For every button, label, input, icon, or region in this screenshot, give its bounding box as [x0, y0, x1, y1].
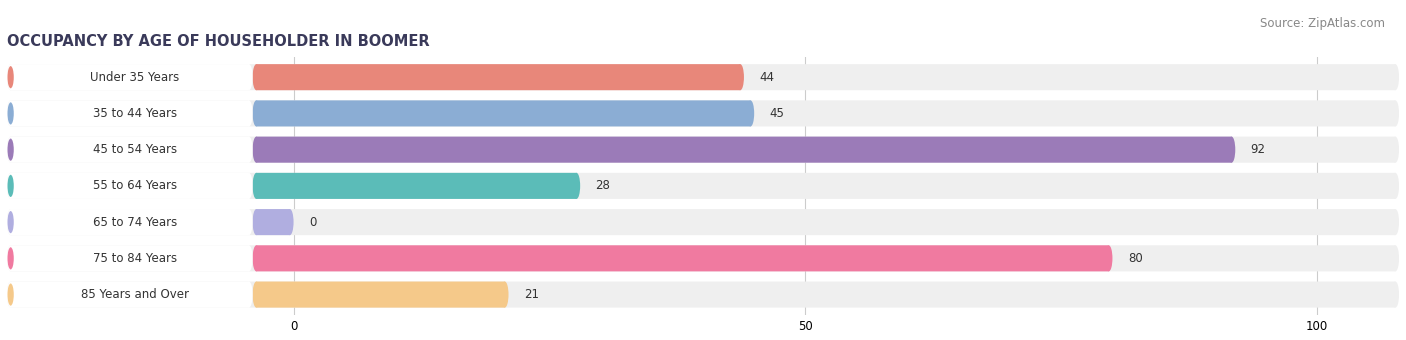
Ellipse shape — [245, 209, 253, 235]
FancyBboxPatch shape — [11, 173, 249, 199]
Ellipse shape — [253, 245, 260, 271]
FancyBboxPatch shape — [256, 173, 576, 199]
FancyBboxPatch shape — [11, 282, 1395, 308]
Text: OCCUPANCY BY AGE OF HOUSEHOLDER IN BOOMER: OCCUPANCY BY AGE OF HOUSEHOLDER IN BOOME… — [7, 34, 430, 49]
FancyBboxPatch shape — [256, 209, 290, 235]
Ellipse shape — [245, 137, 253, 163]
Ellipse shape — [7, 209, 14, 235]
Ellipse shape — [253, 282, 260, 308]
FancyBboxPatch shape — [11, 209, 249, 235]
Text: Source: ZipAtlas.com: Source: ZipAtlas.com — [1260, 17, 1385, 30]
Text: 44: 44 — [759, 71, 775, 84]
Ellipse shape — [253, 64, 260, 90]
Text: 65 to 74 Years: 65 to 74 Years — [93, 216, 177, 228]
Ellipse shape — [245, 245, 253, 271]
Text: 55 to 64 Years: 55 to 64 Years — [93, 180, 177, 192]
Ellipse shape — [7, 137, 14, 163]
Ellipse shape — [7, 100, 14, 126]
Text: 45 to 54 Years: 45 to 54 Years — [93, 143, 177, 156]
Ellipse shape — [1105, 245, 1112, 271]
FancyBboxPatch shape — [11, 282, 249, 308]
Text: 21: 21 — [524, 288, 538, 301]
FancyBboxPatch shape — [256, 64, 741, 90]
Ellipse shape — [1392, 64, 1399, 90]
Ellipse shape — [7, 282, 14, 308]
FancyBboxPatch shape — [11, 209, 1395, 235]
Text: 80: 80 — [1128, 252, 1143, 265]
FancyBboxPatch shape — [256, 245, 1109, 271]
FancyBboxPatch shape — [11, 137, 1395, 163]
Text: 35 to 44 Years: 35 to 44 Years — [93, 107, 177, 120]
Ellipse shape — [737, 64, 744, 90]
Text: 0: 0 — [309, 216, 316, 228]
Ellipse shape — [1392, 100, 1399, 126]
Ellipse shape — [245, 173, 253, 199]
Ellipse shape — [1392, 137, 1399, 163]
Ellipse shape — [7, 64, 14, 90]
Ellipse shape — [287, 209, 294, 235]
FancyBboxPatch shape — [11, 100, 249, 126]
Ellipse shape — [747, 100, 754, 126]
Ellipse shape — [1392, 282, 1399, 308]
FancyBboxPatch shape — [11, 64, 249, 90]
Ellipse shape — [572, 173, 581, 199]
Ellipse shape — [253, 137, 260, 163]
Ellipse shape — [501, 282, 509, 308]
Ellipse shape — [7, 175, 14, 197]
FancyBboxPatch shape — [11, 137, 249, 163]
Text: Under 35 Years: Under 35 Years — [90, 71, 180, 84]
Ellipse shape — [7, 247, 14, 269]
Ellipse shape — [253, 209, 260, 235]
Ellipse shape — [7, 245, 14, 271]
Ellipse shape — [1392, 209, 1399, 235]
FancyBboxPatch shape — [11, 64, 1395, 90]
Ellipse shape — [245, 64, 253, 90]
Ellipse shape — [7, 209, 14, 235]
Text: 75 to 84 Years: 75 to 84 Years — [93, 252, 177, 265]
Ellipse shape — [7, 100, 14, 126]
Ellipse shape — [1392, 173, 1399, 199]
FancyBboxPatch shape — [256, 137, 1232, 163]
Ellipse shape — [7, 139, 14, 161]
FancyBboxPatch shape — [256, 100, 751, 126]
FancyBboxPatch shape — [11, 100, 1395, 126]
Ellipse shape — [245, 100, 253, 126]
Text: 92: 92 — [1250, 143, 1265, 156]
Ellipse shape — [245, 282, 253, 308]
Text: 28: 28 — [596, 180, 610, 192]
Text: 45: 45 — [769, 107, 785, 120]
Ellipse shape — [7, 282, 14, 308]
Ellipse shape — [1227, 137, 1236, 163]
Ellipse shape — [7, 102, 14, 124]
Ellipse shape — [7, 64, 14, 90]
Ellipse shape — [7, 173, 14, 199]
FancyBboxPatch shape — [11, 173, 1395, 199]
FancyBboxPatch shape — [11, 245, 1395, 271]
Ellipse shape — [253, 173, 260, 199]
Text: 85 Years and Over: 85 Years and Over — [80, 288, 188, 301]
Ellipse shape — [7, 284, 14, 306]
Ellipse shape — [7, 137, 14, 163]
Ellipse shape — [7, 245, 14, 271]
Ellipse shape — [7, 173, 14, 199]
Ellipse shape — [7, 211, 14, 233]
Ellipse shape — [1392, 245, 1399, 271]
Ellipse shape — [253, 100, 260, 126]
Ellipse shape — [7, 66, 14, 88]
FancyBboxPatch shape — [11, 245, 249, 271]
FancyBboxPatch shape — [256, 282, 505, 308]
